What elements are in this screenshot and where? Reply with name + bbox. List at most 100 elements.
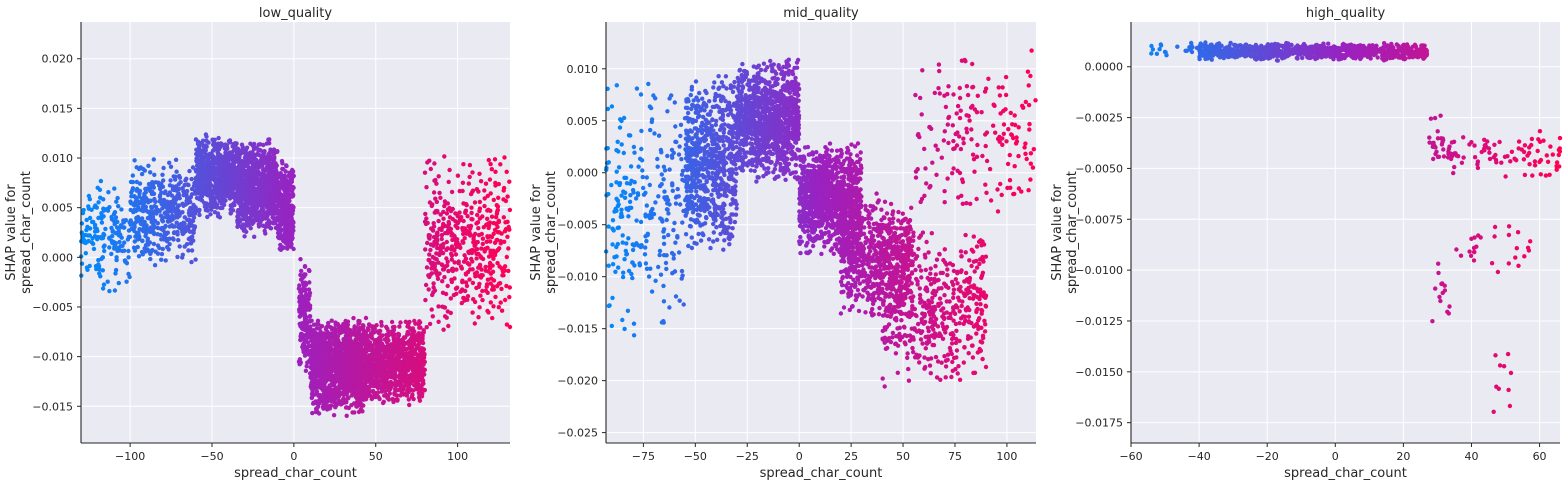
data-point — [330, 382, 336, 387]
data-point — [99, 236, 104, 241]
data-point — [417, 398, 423, 403]
data-point — [191, 215, 197, 220]
data-point — [134, 197, 139, 203]
data-point — [334, 374, 340, 380]
data-point — [87, 215, 93, 221]
data-point — [134, 218, 140, 223]
data-point — [176, 237, 181, 243]
data-point — [117, 239, 122, 245]
data-point — [148, 256, 153, 262]
data-point — [201, 189, 206, 194]
data-point — [92, 204, 97, 210]
data-point — [261, 142, 266, 148]
data-point — [376, 381, 381, 386]
data-point — [355, 382, 361, 387]
data-point — [169, 193, 175, 198]
data-point — [237, 155, 242, 160]
data-point — [204, 152, 209, 157]
data-point — [387, 391, 392, 396]
data-point — [202, 163, 207, 168]
data-point — [286, 219, 292, 225]
data-point — [148, 225, 153, 230]
data-point — [124, 261, 130, 266]
data-point — [105, 279, 110, 284]
scatter-points — [79, 132, 513, 418]
data-point — [107, 235, 112, 240]
data-point — [341, 392, 347, 397]
data-point — [209, 207, 214, 212]
data-point — [228, 207, 233, 212]
data-point — [316, 411, 322, 416]
data-point — [214, 205, 220, 210]
data-point — [254, 197, 259, 203]
data-point — [320, 353, 325, 358]
data-point — [182, 182, 187, 188]
data-point — [225, 146, 230, 151]
data-point — [390, 325, 396, 330]
data-point — [188, 205, 193, 211]
data-point — [107, 288, 112, 294]
data-point — [302, 274, 307, 279]
data-point — [349, 389, 355, 394]
data-point — [118, 225, 123, 230]
data-point — [377, 335, 383, 340]
data-point — [381, 369, 386, 374]
data-point — [167, 242, 172, 247]
data-point — [168, 164, 174, 169]
data-point — [176, 203, 182, 208]
data-point — [251, 164, 256, 169]
data-point — [185, 217, 190, 222]
data-point — [277, 246, 282, 251]
data-point — [102, 232, 107, 238]
data-point — [267, 167, 273, 173]
data-point — [187, 168, 192, 174]
data-point — [121, 225, 127, 230]
data-point — [128, 222, 133, 227]
data-point — [272, 156, 277, 161]
data-point — [114, 255, 119, 260]
data-point — [401, 368, 406, 373]
data-point — [422, 387, 427, 393]
data-point — [310, 386, 316, 391]
data-point — [254, 181, 259, 186]
data-point — [208, 212, 213, 217]
data-point — [138, 221, 144, 226]
data-point — [318, 380, 323, 385]
data-point — [324, 325, 329, 330]
data-point — [341, 371, 346, 377]
data-point — [258, 201, 263, 206]
data-point — [319, 349, 324, 354]
data-point — [203, 132, 209, 137]
data-point — [113, 267, 119, 273]
data-point — [232, 202, 237, 208]
data-point — [258, 162, 263, 167]
data-point — [337, 353, 342, 358]
data-point — [87, 226, 93, 231]
data-point — [148, 170, 153, 175]
data-point — [189, 259, 194, 265]
data-point — [126, 271, 131, 277]
data-point — [361, 397, 366, 402]
data-point — [177, 173, 182, 179]
data-point — [165, 245, 170, 250]
data-point — [395, 397, 400, 402]
data-point — [387, 372, 392, 377]
data-point — [343, 355, 348, 360]
data-point — [328, 354, 334, 359]
data-point — [97, 271, 102, 276]
data-point — [312, 367, 317, 373]
data-point — [79, 221, 85, 226]
data-point — [416, 355, 422, 360]
data-point — [244, 145, 250, 150]
data-point — [235, 146, 240, 151]
data-point — [187, 229, 193, 234]
data-point — [267, 141, 272, 146]
data-point — [397, 324, 402, 329]
data-point — [116, 229, 122, 234]
data-point — [242, 149, 247, 155]
data-point — [135, 244, 140, 250]
data-point — [331, 413, 337, 418]
data-point — [199, 194, 205, 199]
data-point — [302, 264, 308, 269]
data-point — [259, 212, 264, 218]
